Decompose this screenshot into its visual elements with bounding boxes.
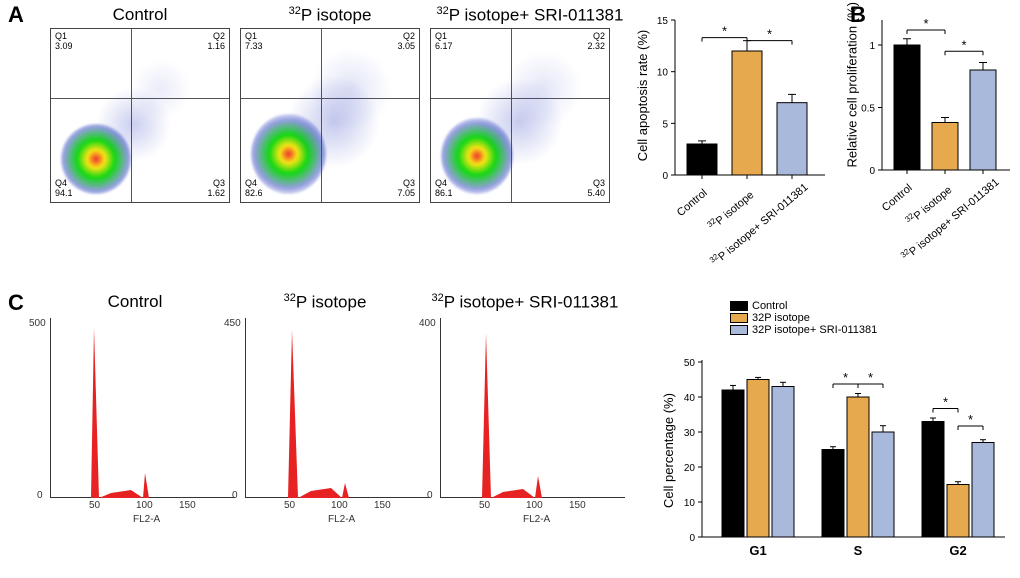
histo-1-xaxis: FL2-A <box>328 514 355 525</box>
svg-text:40: 40 <box>684 393 696 404</box>
svg-text:15: 15 <box>657 16 669 27</box>
q2-2: Q2 2.32 <box>587 32 605 52</box>
histo-1: 450 0 50 100 150 FL2-A <box>245 318 430 498</box>
svg-text:*: * <box>722 24 727 39</box>
scatter-spray-0b <box>131 59 191 119</box>
legend-row-1: 32P isotope <box>730 312 877 324</box>
svg-text:1: 1 <box>869 41 875 52</box>
histo-0-svg <box>51 318 236 498</box>
svg-text:*: * <box>968 412 973 427</box>
scatter-combo: Q1 6.17 Q2 2.32 Q3 5.40 Q4 86.1 <box>430 28 610 203</box>
q4-1: Q4 82.6 <box>245 179 263 199</box>
svg-text:5: 5 <box>662 119 668 130</box>
scatter-control: Q1 3.09 Q2 1.16 Q3 1.62 Q4 94.1 <box>50 28 230 203</box>
histo-1-svg <box>246 318 431 498</box>
barchart-proliferation: 00.51**Relative cell proliferation (%)Co… <box>850 10 1015 275</box>
svg-text:30: 30 <box>684 428 696 439</box>
q2-0: Q2 1.16 <box>207 32 225 52</box>
q1-1: Q1 7.33 <box>245 32 263 52</box>
q4-2: Q4 86.1 <box>435 179 453 199</box>
svg-text:20: 20 <box>684 463 696 474</box>
svg-text:*: * <box>943 395 948 410</box>
legend-2: 32P isotope+ SRI-011381 <box>752 324 877 336</box>
svg-text:0: 0 <box>689 533 695 544</box>
svg-text:10: 10 <box>657 68 669 79</box>
legend-row-0: Control <box>730 300 877 312</box>
svg-text:*: * <box>843 370 848 385</box>
panel-a-title-2: 32P isotope+ SRI-011381 <box>420 5 640 26</box>
panel-c-title-1: 32P isotope <box>250 292 400 313</box>
histo-0: 500 0 50 100 150 FL2-A <box>50 318 235 498</box>
svg-text:0: 0 <box>662 171 668 182</box>
svg-text:0.5: 0.5 <box>861 104 875 115</box>
panel-a-label: A <box>8 2 24 28</box>
svg-text:50: 50 <box>684 358 696 369</box>
q3-2: Q3 5.40 <box>587 179 605 199</box>
histo-0-xaxis: FL2-A <box>133 514 160 525</box>
svg-text:G1: G1 <box>749 543 766 558</box>
scatter-spray-1b <box>311 49 391 129</box>
barchart-apoptosis: 051015**Cell apoptosis rate (%)Control32… <box>640 10 830 275</box>
barchart-cellcycle: 01020304050G1SG2****Cell percentage (%) <box>660 350 1010 575</box>
legend-1: 32P isotope <box>752 312 810 324</box>
svg-text:G2: G2 <box>949 543 966 558</box>
histo-2-xaxis: FL2-A <box>523 514 550 525</box>
panel-c-label: C <box>8 290 24 316</box>
svg-text:S: S <box>854 543 863 558</box>
panel-a-title-0: Control <box>75 5 205 25</box>
q2-1: Q2 3.05 <box>397 32 415 52</box>
svg-text:*: * <box>868 370 873 385</box>
svg-text:*: * <box>767 27 772 42</box>
svg-text:*: * <box>961 37 966 52</box>
svg-text:*: * <box>923 16 928 31</box>
q3-0: Q3 1.62 <box>207 179 225 199</box>
q1-2: Q1 6.17 <box>435 32 453 52</box>
histo-2: 400 0 50 100 150 FL2-A <box>440 318 625 498</box>
legend-row-2: 32P isotope+ SRI-011381 <box>730 324 877 336</box>
legend-0: Control <box>752 300 787 312</box>
svg-text:10: 10 <box>684 498 696 509</box>
scatter-iso: Q1 7.33 Q2 3.05 Q3 7.05 Q4 82.6 <box>240 28 420 203</box>
panel-c-title-0: Control <box>70 292 200 312</box>
q3-1: Q3 7.05 <box>397 179 415 199</box>
q1-0: Q1 3.09 <box>55 32 73 52</box>
scatter-spray-2b <box>506 51 581 126</box>
svg-text:0: 0 <box>869 166 875 177</box>
panel-a-title-1: 32P isotope <box>255 5 405 26</box>
panel-c-title-2: 32P isotope+ SRI-011381 <box>415 292 635 313</box>
histo-2-svg <box>441 318 626 498</box>
legend: Control 32P isotope 32P isotope+ SRI-011… <box>730 300 877 336</box>
